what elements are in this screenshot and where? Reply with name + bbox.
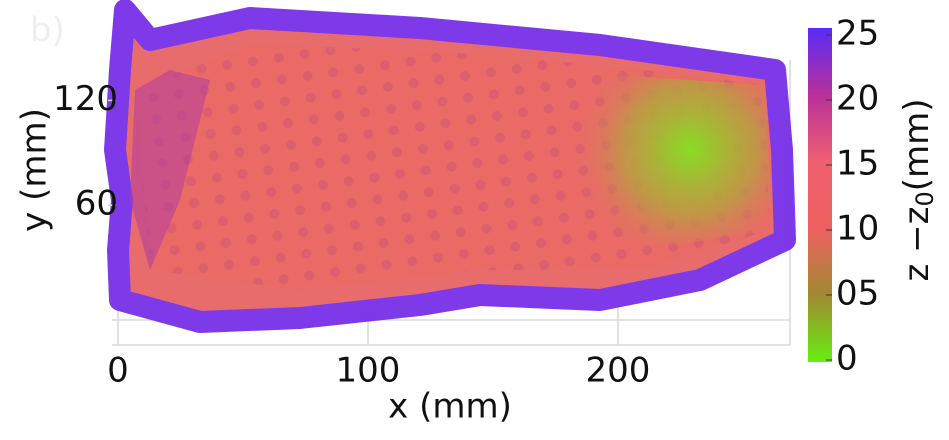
colorbar: [808, 28, 832, 362]
x-tick-label: 100: [336, 351, 401, 391]
colorbar-tick-label: 25: [836, 14, 879, 54]
colorbar-label-suffix: (mm): [897, 98, 937, 191]
colorbar-tick-label: 20: [836, 79, 879, 119]
y-tick-label: 60: [75, 184, 118, 224]
colorbar-label-text: z −z: [897, 207, 937, 282]
colorbar-tick-label: 10: [836, 209, 879, 249]
surface: [104, 0, 796, 333]
colorbar-tick-label: 15: [836, 144, 879, 184]
y-tick-label: 120: [53, 79, 118, 119]
y-axis-label: y (mm): [15, 108, 55, 232]
colorbar-label-sub: 0: [911, 191, 939, 206]
colorbar-label: z −z0(mm): [897, 98, 940, 281]
x-tick-label: 0: [107, 351, 129, 391]
colorbar-tick-label: 05: [836, 274, 879, 314]
x-tick-label: 200: [586, 351, 651, 391]
colorbar-tick-label: 0: [836, 339, 858, 379]
panel-label: b): [30, 11, 65, 51]
x-axis-label: x (mm): [388, 387, 512, 427]
